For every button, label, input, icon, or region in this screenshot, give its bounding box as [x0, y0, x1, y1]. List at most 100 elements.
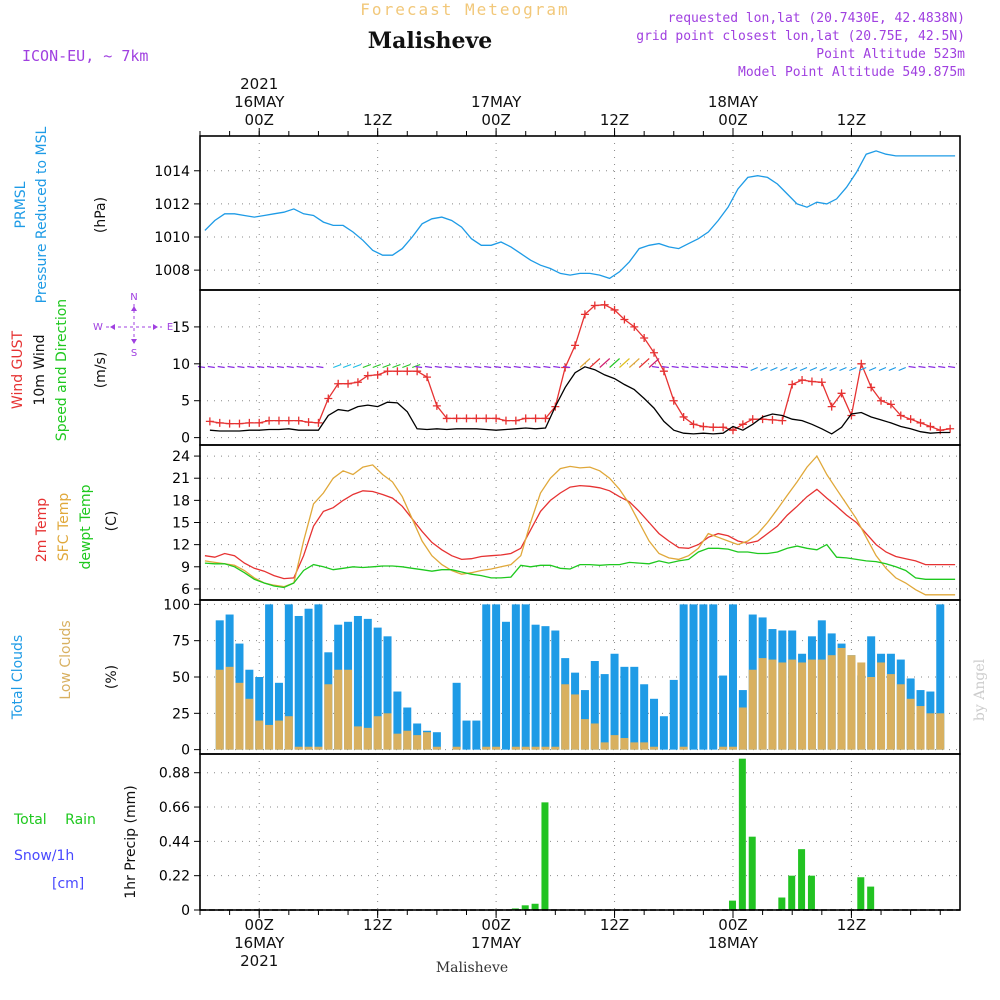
gust-point [255, 418, 264, 427]
gust-point [413, 367, 422, 376]
gust-point [877, 396, 886, 405]
low-clouds-bar [274, 720, 283, 750]
total-clouds-bar [521, 604, 530, 750]
gust-point [728, 426, 737, 435]
wind-direction-arrow [444, 365, 452, 369]
temperature-panel: 6 9 12 15 18 21 24 [172, 444, 961, 601]
rain-bar [531, 903, 539, 910]
gust-point [423, 373, 432, 382]
time-label: 00Z [481, 111, 510, 129]
low-clouds-bar [936, 713, 945, 750]
gust-point [659, 367, 668, 376]
wind-direction-arrow [316, 365, 324, 369]
gust-point [571, 341, 580, 350]
wind-direction-arrow [750, 366, 758, 372]
wind-direction-arrow [217, 365, 225, 369]
model-altitude: Model Point Altitude 549.875m [738, 65, 965, 80]
plot-area: 1008 1010 1012 1014 0 5 10 15 6 9 12 15 18 21 24 0 25 50 7… [154, 75, 961, 970]
pressure-panel: 1008 1010 1012 1014 [154, 135, 961, 291]
wind-direction-arrow [493, 365, 502, 369]
low-clouds-bar [728, 746, 737, 750]
wind-direction-arrow [809, 366, 818, 372]
wind-direction-arrow [691, 365, 699, 369]
total-clouds-bar [255, 677, 264, 750]
gust-point [215, 418, 224, 427]
low-clouds-bar [383, 713, 392, 750]
total-clouds-bar [719, 675, 728, 750]
total-clouds-bar [936, 604, 945, 750]
wind-direction-arrow [382, 363, 391, 369]
wind-direction-arrow [711, 365, 719, 369]
total-clouds-bar [383, 636, 392, 750]
gust-point [245, 418, 254, 427]
gust-point [699, 422, 708, 431]
gust-point [373, 370, 382, 379]
gust-point [580, 310, 589, 319]
total-clouds-bar [274, 682, 283, 750]
y-tick-label: 0 [181, 743, 190, 759]
series-line-10m-wind [209, 366, 951, 435]
precip-side-labels: Total Rain Snow/1h [cm] 1hr Precip (mm) [13, 785, 139, 898]
total-clouds-bar [462, 720, 471, 750]
low-clouds-bar [363, 727, 372, 750]
low-clouds-bar [541, 746, 550, 750]
low-clouds-bar [423, 732, 432, 750]
series-line-wind-gust [209, 304, 951, 431]
cloud-side-labels: Total Clouds Low Clouds (%) [10, 620, 120, 720]
rain-bar [798, 849, 806, 910]
wind-direction-arrow [553, 365, 561, 369]
gust-point [689, 420, 698, 429]
low-clouds-bar [413, 735, 422, 750]
wind-direction-arrow [563, 365, 571, 369]
gust-point [304, 418, 313, 427]
low-clouds-bar [620, 738, 629, 750]
low-clouds-bar [314, 746, 323, 750]
time-label: 00Z [481, 916, 510, 934]
point-altitude: Point Altitude 523m [816, 47, 965, 62]
low-clouds-bar [896, 684, 905, 750]
gust-point [541, 414, 550, 423]
wind-direction-arrow [333, 363, 342, 369]
wind-direction-arrow [424, 365, 433, 369]
low-clouds-bar [265, 724, 274, 750]
y-tick-label: 0 [181, 431, 190, 447]
wind-direction-arrow [362, 363, 372, 369]
low-clouds-bar [906, 698, 915, 750]
gust-point [353, 378, 362, 387]
wind-direction-arrow [257, 365, 265, 369]
low-clouds-bar [580, 719, 589, 750]
rain-bar [521, 905, 529, 910]
low-clouds-bar [551, 746, 560, 750]
gust-point [590, 301, 599, 310]
total-clouds-bar [472, 720, 481, 750]
panel-frame [199, 599, 961, 755]
rain-bar [788, 875, 796, 910]
y-tick-label: 0.66 [159, 800, 190, 816]
rain-label: Total Rain [13, 812, 96, 828]
wind-direction-arrow [730, 365, 739, 369]
time-label: 12Z [363, 916, 392, 934]
precip-ylabel: 1hr Precip (mm) [123, 785, 139, 898]
total-clouds-bar [728, 604, 737, 750]
wind-direction-arrow [266, 365, 275, 369]
total-clouds-bar [610, 653, 619, 750]
low-clouds-bar [817, 659, 826, 750]
wind-direction-arrow [888, 366, 897, 372]
rain-bar [778, 897, 786, 910]
total-clouds-bar [284, 604, 293, 750]
panel-frame [199, 753, 961, 911]
gust-point [452, 414, 461, 423]
wind-direction-arrow [306, 365, 314, 369]
gust-point [916, 418, 925, 427]
total-clouds-bar [403, 707, 412, 750]
wind-panel: 0 5 10 15 [172, 289, 961, 447]
y-tick-label: 6 [181, 582, 190, 598]
series-line-sfc-temp [204, 454, 956, 596]
low-clouds-bar [807, 659, 816, 750]
total-clouds-bar [600, 674, 609, 750]
gust-point [294, 416, 303, 425]
total-clouds-bar [294, 615, 303, 750]
gust-point [235, 419, 244, 428]
low-clouds-bar [630, 742, 639, 750]
low-clouds-bar [679, 746, 688, 750]
